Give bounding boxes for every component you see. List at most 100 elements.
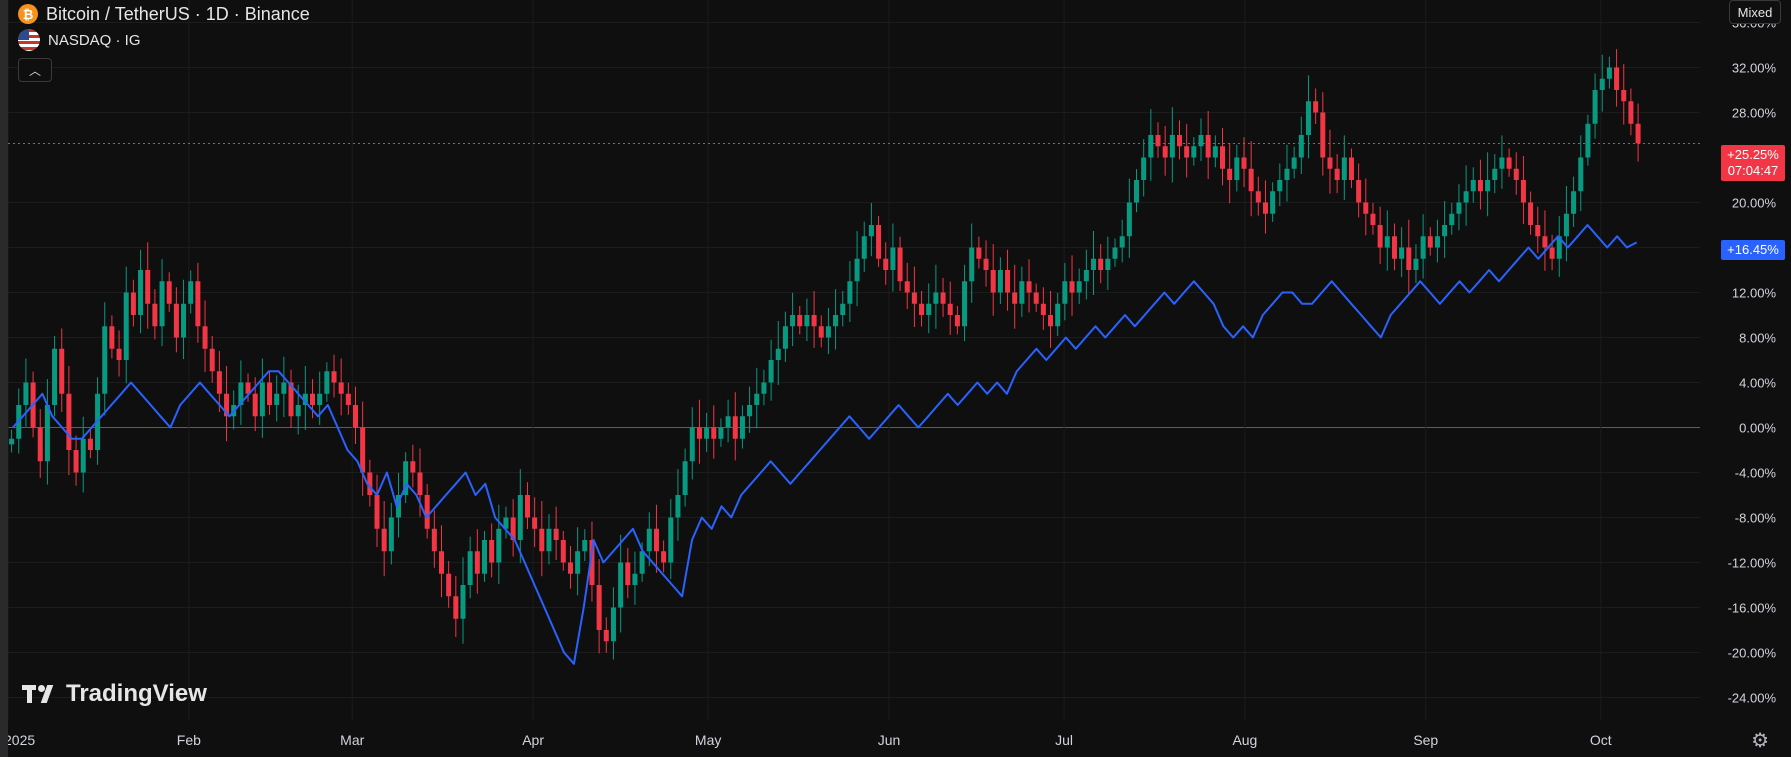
candle-body bbox=[1427, 236, 1433, 248]
candle-body bbox=[1040, 303, 1046, 315]
candle-body bbox=[1549, 247, 1555, 259]
legend-collapse-button[interactable]: ︿ bbox=[18, 58, 52, 82]
candle-body bbox=[1520, 180, 1526, 203]
candle-body bbox=[517, 495, 523, 540]
candle-body bbox=[338, 382, 344, 394]
candle-body bbox=[503, 517, 509, 529]
chevron-up-icon: ︿ bbox=[28, 63, 41, 78]
candle-body bbox=[288, 382, 294, 417]
candle-body bbox=[1442, 225, 1448, 237]
candle-body bbox=[768, 360, 774, 383]
candle-body bbox=[381, 528, 387, 552]
candle-body bbox=[360, 427, 366, 473]
candle-body bbox=[833, 315, 839, 327]
candle-body bbox=[489, 540, 495, 563]
candle-body bbox=[245, 382, 251, 394]
x-tick-label: Sep bbox=[1413, 732, 1438, 748]
candle-body bbox=[618, 562, 624, 608]
candle-body bbox=[1377, 225, 1383, 248]
candle-body bbox=[181, 303, 187, 338]
y-tick-label: -4.00% bbox=[1735, 466, 1777, 481]
candle-body bbox=[209, 348, 215, 372]
candle-body bbox=[224, 393, 230, 417]
candle-body bbox=[403, 461, 409, 495]
candle-body bbox=[9, 438, 15, 445]
candle-body bbox=[1126, 202, 1132, 237]
candle-body bbox=[173, 303, 179, 338]
candle-body bbox=[904, 281, 910, 293]
candle-body bbox=[510, 517, 516, 540]
candle-body bbox=[87, 438, 93, 450]
candle-body bbox=[116, 348, 122, 360]
candle-body bbox=[704, 427, 710, 439]
candle-body bbox=[130, 292, 136, 315]
candle-body bbox=[166, 281, 172, 304]
compare-symbol-label: NASDAQ · IG bbox=[48, 31, 141, 49]
candle-body bbox=[1119, 236, 1125, 248]
candle-body bbox=[1327, 157, 1333, 169]
candle-body bbox=[1477, 180, 1483, 192]
candle-body bbox=[653, 528, 659, 552]
candle-body bbox=[639, 551, 645, 574]
candle-body bbox=[259, 382, 265, 417]
tradingview-logo[interactable]: TradingView bbox=[22, 680, 207, 708]
candle-body bbox=[1048, 315, 1054, 327]
candle-body bbox=[790, 315, 796, 327]
candle-body bbox=[868, 225, 874, 237]
candle-body bbox=[575, 551, 581, 574]
candle-body bbox=[610, 607, 616, 642]
candle-body bbox=[1370, 213, 1376, 225]
candle-body bbox=[1169, 135, 1175, 158]
candle-body bbox=[1305, 101, 1311, 135]
legend-main-row[interactable]: ₿ Bitcoin / TetherUS · 1D · Binance bbox=[18, 0, 310, 28]
candle-body bbox=[1083, 270, 1089, 282]
candle-body bbox=[1449, 213, 1455, 225]
candle-body bbox=[818, 326, 824, 338]
gear-icon[interactable]: ⚙ bbox=[1751, 730, 1769, 752]
candle-body bbox=[1635, 123, 1641, 144]
candle-body bbox=[1420, 236, 1426, 259]
candle-body bbox=[1628, 101, 1634, 124]
candle-body bbox=[589, 540, 595, 585]
candle-body bbox=[1062, 281, 1068, 304]
candle-body bbox=[747, 405, 753, 417]
candle-body bbox=[1291, 157, 1297, 169]
candle-body bbox=[1227, 168, 1233, 180]
bitcoin-coin-icon: ₿ bbox=[18, 4, 38, 24]
candle-body bbox=[1148, 135, 1154, 158]
candle-body bbox=[1578, 157, 1584, 192]
legend-compare-row[interactable]: NASDAQ · IG bbox=[18, 28, 310, 52]
candle-body bbox=[1341, 157, 1347, 180]
candle-body bbox=[453, 596, 459, 619]
candle-body bbox=[1621, 90, 1627, 102]
candle-body bbox=[216, 371, 222, 394]
candle-body bbox=[1313, 101, 1319, 113]
candle-body bbox=[66, 393, 72, 450]
candle-body bbox=[711, 427, 717, 439]
us-flag-icon bbox=[18, 29, 40, 51]
candle-body bbox=[567, 562, 573, 574]
candle-body bbox=[661, 551, 667, 563]
candle-body bbox=[1198, 135, 1204, 147]
candle-body bbox=[80, 438, 86, 473]
candle-body bbox=[1234, 157, 1240, 180]
candle-body bbox=[947, 303, 953, 315]
candle-body bbox=[331, 371, 337, 383]
left-edge-bar bbox=[0, 0, 8, 757]
candle-body bbox=[195, 281, 201, 327]
candle-body bbox=[1134, 180, 1140, 203]
candle-body bbox=[969, 247, 975, 282]
candle-body bbox=[1277, 180, 1283, 192]
candle-body bbox=[1019, 281, 1025, 304]
candle-body bbox=[496, 528, 502, 563]
x-tick-label: 2025 bbox=[4, 732, 35, 748]
x-tick-label: Aug bbox=[1232, 732, 1257, 748]
candle-body bbox=[1262, 202, 1268, 214]
x-tick-label: Mar bbox=[340, 732, 364, 748]
candle-body bbox=[954, 315, 960, 327]
candle-body bbox=[388, 517, 394, 552]
candle-body bbox=[625, 562, 631, 585]
candle-body bbox=[302, 393, 308, 405]
scale-mode-button[interactable]: Mixed bbox=[1729, 0, 1781, 24]
